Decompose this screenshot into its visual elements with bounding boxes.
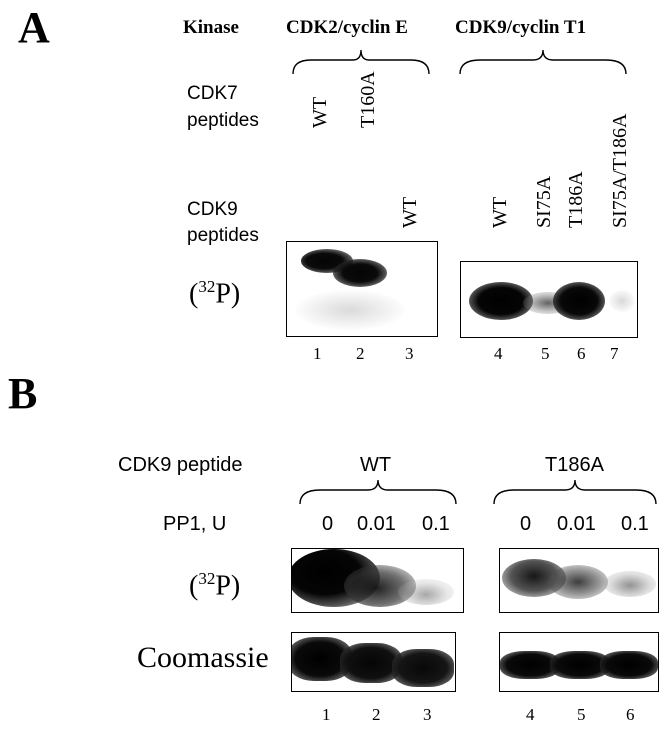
- coomassie-band-lane3: [392, 649, 454, 687]
- cdk7-peptides-label-line1: CDK7: [187, 83, 238, 104]
- group-wt-label: WT: [360, 454, 392, 476]
- band-b-lane6: [604, 571, 656, 597]
- lane-b-5: 5: [577, 705, 586, 724]
- lane-b-1: 1: [322, 705, 331, 724]
- lane-b-2: 2: [372, 705, 381, 724]
- pp1-label: PP1, U: [163, 513, 227, 535]
- lane-a-6: 6: [577, 344, 586, 363]
- panel-a-letter: A: [18, 3, 50, 52]
- cdk9-peptide-label-b: CDK9 peptide: [118, 454, 243, 476]
- p32-label-b: (32P): [189, 569, 241, 602]
- lane-a-3: 3: [405, 344, 414, 363]
- cdk9-peptide-wt-lane3: WT: [399, 196, 421, 228]
- group-t186a-label: T186A: [545, 454, 604, 476]
- blot-b-coomassie-wt: [291, 632, 456, 692]
- band-a-lane2: [333, 259, 387, 287]
- pp1-dose-3: 0.1: [422, 513, 450, 535]
- cdk9-peptide-si75a-t186a: SI75A/T186A: [609, 113, 631, 228]
- brace-t186a: [493, 479, 657, 505]
- pp1-dose-1: 0: [322, 513, 334, 535]
- pp1-dose-4: 0: [520, 513, 532, 535]
- lane-a-2: 2: [356, 344, 365, 363]
- band-a-lane4: [469, 282, 533, 320]
- kinase-cdk9-cyclin-t1: CDK9/cyclin T1: [455, 17, 587, 38]
- cdk9-peptide-t186a: T186A: [565, 171, 587, 228]
- cdk7-peptide-t160a: T160A: [357, 71, 379, 128]
- pp1-dose-5: 0.01: [557, 513, 596, 535]
- brace-cdk9: [459, 49, 627, 75]
- lane-b-3: 3: [423, 705, 432, 724]
- blot-b-p32-t186a: [499, 548, 659, 613]
- band-b-lane5: [548, 565, 608, 599]
- cdk9-peptide-si75a: SI75A: [533, 175, 555, 228]
- coomassie-label: Coomassie: [137, 641, 269, 674]
- cdk7-peptides-label-line2: peptides: [187, 110, 259, 131]
- kinase-cdk2-cyclin-e: CDK2/cyclin E: [286, 17, 408, 38]
- lane-b-6: 6: [626, 705, 635, 724]
- cdk9-peptides-label-line2: peptides: [187, 225, 259, 246]
- kinase-label: Kinase: [183, 17, 239, 38]
- cdk9-peptide-wt-lane4: WT: [489, 196, 511, 228]
- lane-a-5: 5: [541, 344, 550, 363]
- lane-a-1: 1: [313, 344, 322, 363]
- brace-cdk2: [292, 49, 430, 75]
- p32-label-a: (32P): [189, 277, 241, 310]
- band-a-lane7: [609, 290, 635, 312]
- coomassie-band-lane2: [340, 643, 402, 683]
- smear-a: [295, 290, 405, 330]
- lane-b-4: 4: [526, 705, 535, 724]
- cdk9-peptides-label-line1: CDK9: [187, 199, 238, 220]
- band-b-lane3: [398, 579, 454, 605]
- band-a-lane6: [553, 282, 605, 320]
- blot-a-cdk2: [286, 241, 438, 337]
- blot-b-coomassie-t186a: [499, 632, 659, 692]
- pp1-dose-2: 0.01: [357, 513, 396, 535]
- pp1-dose-6: 0.1: [621, 513, 649, 535]
- lane-a-4: 4: [494, 344, 503, 363]
- blot-a-cdk9: [460, 261, 638, 338]
- blot-b-p32-wt: [291, 548, 464, 613]
- panel-b-letter: B: [8, 369, 38, 418]
- brace-wt: [299, 479, 457, 505]
- cdk7-peptide-wt: WT: [309, 96, 331, 128]
- lane-a-7: 7: [610, 344, 619, 363]
- coomassie-band-lane6: [600, 651, 658, 679]
